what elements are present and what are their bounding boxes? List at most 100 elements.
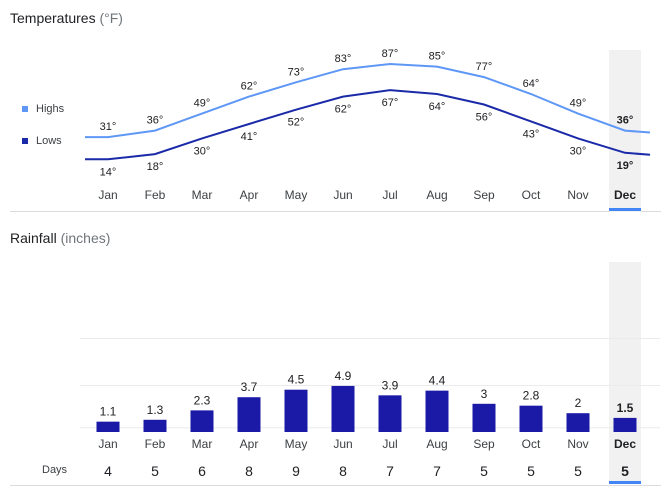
legend-highs-swatch	[22, 106, 28, 112]
high-temp-label: 36°	[147, 115, 164, 127]
rainy-days-count: 8	[339, 463, 347, 479]
rainfall-month-label: Dec	[614, 437, 636, 451]
high-temp-label: 36°	[617, 115, 634, 127]
rainfall-bar	[331, 385, 355, 432]
temperatures-month-label: May	[285, 188, 308, 202]
temperatures-title: Temperatures (°F)	[10, 10, 123, 26]
legend-highs-label: Highs	[36, 103, 65, 115]
rainfall-bar	[613, 417, 637, 432]
rainfall-month-label: Nov	[567, 437, 588, 451]
rainfall-bar	[472, 403, 496, 432]
rainfall-bar	[519, 405, 543, 432]
rainfall-value-label: 1.3	[147, 403, 164, 417]
rainfall-value-label: 2.8	[523, 389, 540, 403]
rainy-days-count: 7	[433, 463, 441, 479]
high-temp-label: 87°	[382, 48, 399, 60]
high-temp-label: 49°	[570, 98, 587, 110]
rainfall-title: Rainfall (inches)	[10, 230, 110, 246]
low-temp-label: 41°	[241, 131, 258, 143]
temperatures-unit: (°F)	[99, 10, 123, 26]
low-temp-label: 18°	[147, 161, 164, 173]
high-temp-label: 73°	[288, 66, 305, 78]
rainfall-bar	[378, 395, 402, 432]
rainy-days-count: 6	[198, 463, 206, 479]
rainfall-month-label: Oct	[522, 437, 541, 451]
rainfall-value-label: 3.7	[241, 380, 258, 394]
temperatures-month-label: Jun	[333, 188, 352, 202]
low-temp-label: 62°	[335, 104, 352, 116]
rainy-days-count: 5	[527, 463, 535, 479]
temperatures-month-label: Jul	[382, 188, 397, 202]
rainfall-month-label: Sep	[473, 437, 495, 451]
rainfall-month-label: Jun	[333, 437, 352, 451]
rainfall-value-label: 1.5	[617, 401, 634, 415]
temperatures-divider	[10, 211, 661, 212]
rainfall-bar	[143, 419, 167, 432]
rainfall-month-label: Jul	[382, 437, 397, 451]
legend-highs: Highs	[22, 103, 64, 115]
legend-lows: Lows	[22, 135, 62, 147]
rainfall-selected-underline	[609, 481, 641, 484]
temperatures-month-label: Oct	[522, 188, 541, 202]
temperatures-month-label: Apr	[240, 188, 259, 202]
rainfall-bar	[190, 410, 214, 432]
legend-lows-label: Lows	[36, 135, 62, 147]
rainfall-month-label: Mar	[192, 437, 213, 451]
rainfall-value-label: 1.1	[100, 405, 117, 419]
low-temp-label: 14°	[100, 166, 117, 178]
low-temp-label: 30°	[194, 145, 211, 157]
temperatures-month-label: Jan	[98, 188, 117, 202]
high-temp-label: 77°	[476, 61, 493, 73]
temperatures-month-label: Nov	[567, 188, 588, 202]
rainfall-divider	[10, 485, 661, 486]
rainfall-value-label: 3.9	[382, 378, 399, 392]
temperatures-month-label: Mar	[192, 188, 213, 202]
temperatures-title-text: Temperatures	[10, 10, 96, 26]
lows-line	[85, 89, 651, 161]
rainy-days-count: 7	[386, 463, 394, 479]
rainfall-value-label: 4.9	[335, 369, 352, 383]
high-temp-label: 83°	[335, 53, 352, 65]
temperatures-selected-underline	[609, 208, 641, 211]
rainy-days-count: 5	[574, 463, 582, 479]
rainfall-month-label: Aug	[426, 437, 447, 451]
rainy-days-count: 5	[621, 463, 629, 479]
low-temp-label: 52°	[288, 117, 305, 129]
high-temp-label: 85°	[429, 51, 446, 63]
rainfall-month-label: Apr	[240, 437, 259, 451]
rainy-days-count: 5	[151, 463, 159, 479]
rainfall-bar	[425, 390, 449, 432]
rainfall-value-label: 3	[481, 387, 488, 401]
rainfall-month-label: Feb	[145, 437, 166, 451]
rainfall-value-label: 4.5	[288, 373, 305, 387]
low-temp-label: 67°	[382, 97, 399, 109]
low-temp-label: 64°	[429, 101, 446, 113]
legend-lows-swatch	[22, 138, 28, 144]
days-label: Days	[42, 464, 68, 476]
rainfall-selected-column	[609, 262, 641, 484]
rainfall-month-label: May	[285, 437, 308, 451]
low-temp-label: 19°	[617, 160, 634, 172]
rainfall-month-label: Jan	[98, 437, 117, 451]
rainy-days-count: 5	[480, 463, 488, 479]
temperatures-month-label: Dec	[614, 188, 636, 202]
highs-line	[85, 62, 651, 139]
rainfall-value-label: 2	[575, 396, 582, 410]
rainy-days-count: 9	[292, 463, 300, 479]
rainfall-bar	[284, 389, 308, 432]
high-temp-label: 64°	[523, 78, 540, 90]
rainfall-value-label: 2.3	[194, 393, 211, 407]
temperatures-month-label: Feb	[145, 188, 166, 202]
low-temp-label: 30°	[570, 145, 587, 157]
low-temp-label: 56°	[476, 111, 493, 123]
rainfall-bar	[566, 413, 590, 432]
high-temp-label: 62°	[241, 81, 258, 93]
high-temp-label: 49°	[194, 98, 211, 110]
rainfall-value-label: 4.4	[429, 374, 446, 388]
rainfall-bar	[96, 421, 120, 432]
rainy-days-count: 4	[104, 463, 112, 479]
temperatures-month-label: Sep	[473, 188, 495, 202]
temperatures-month-label: Aug	[426, 188, 447, 202]
low-temp-label: 43°	[523, 128, 540, 140]
